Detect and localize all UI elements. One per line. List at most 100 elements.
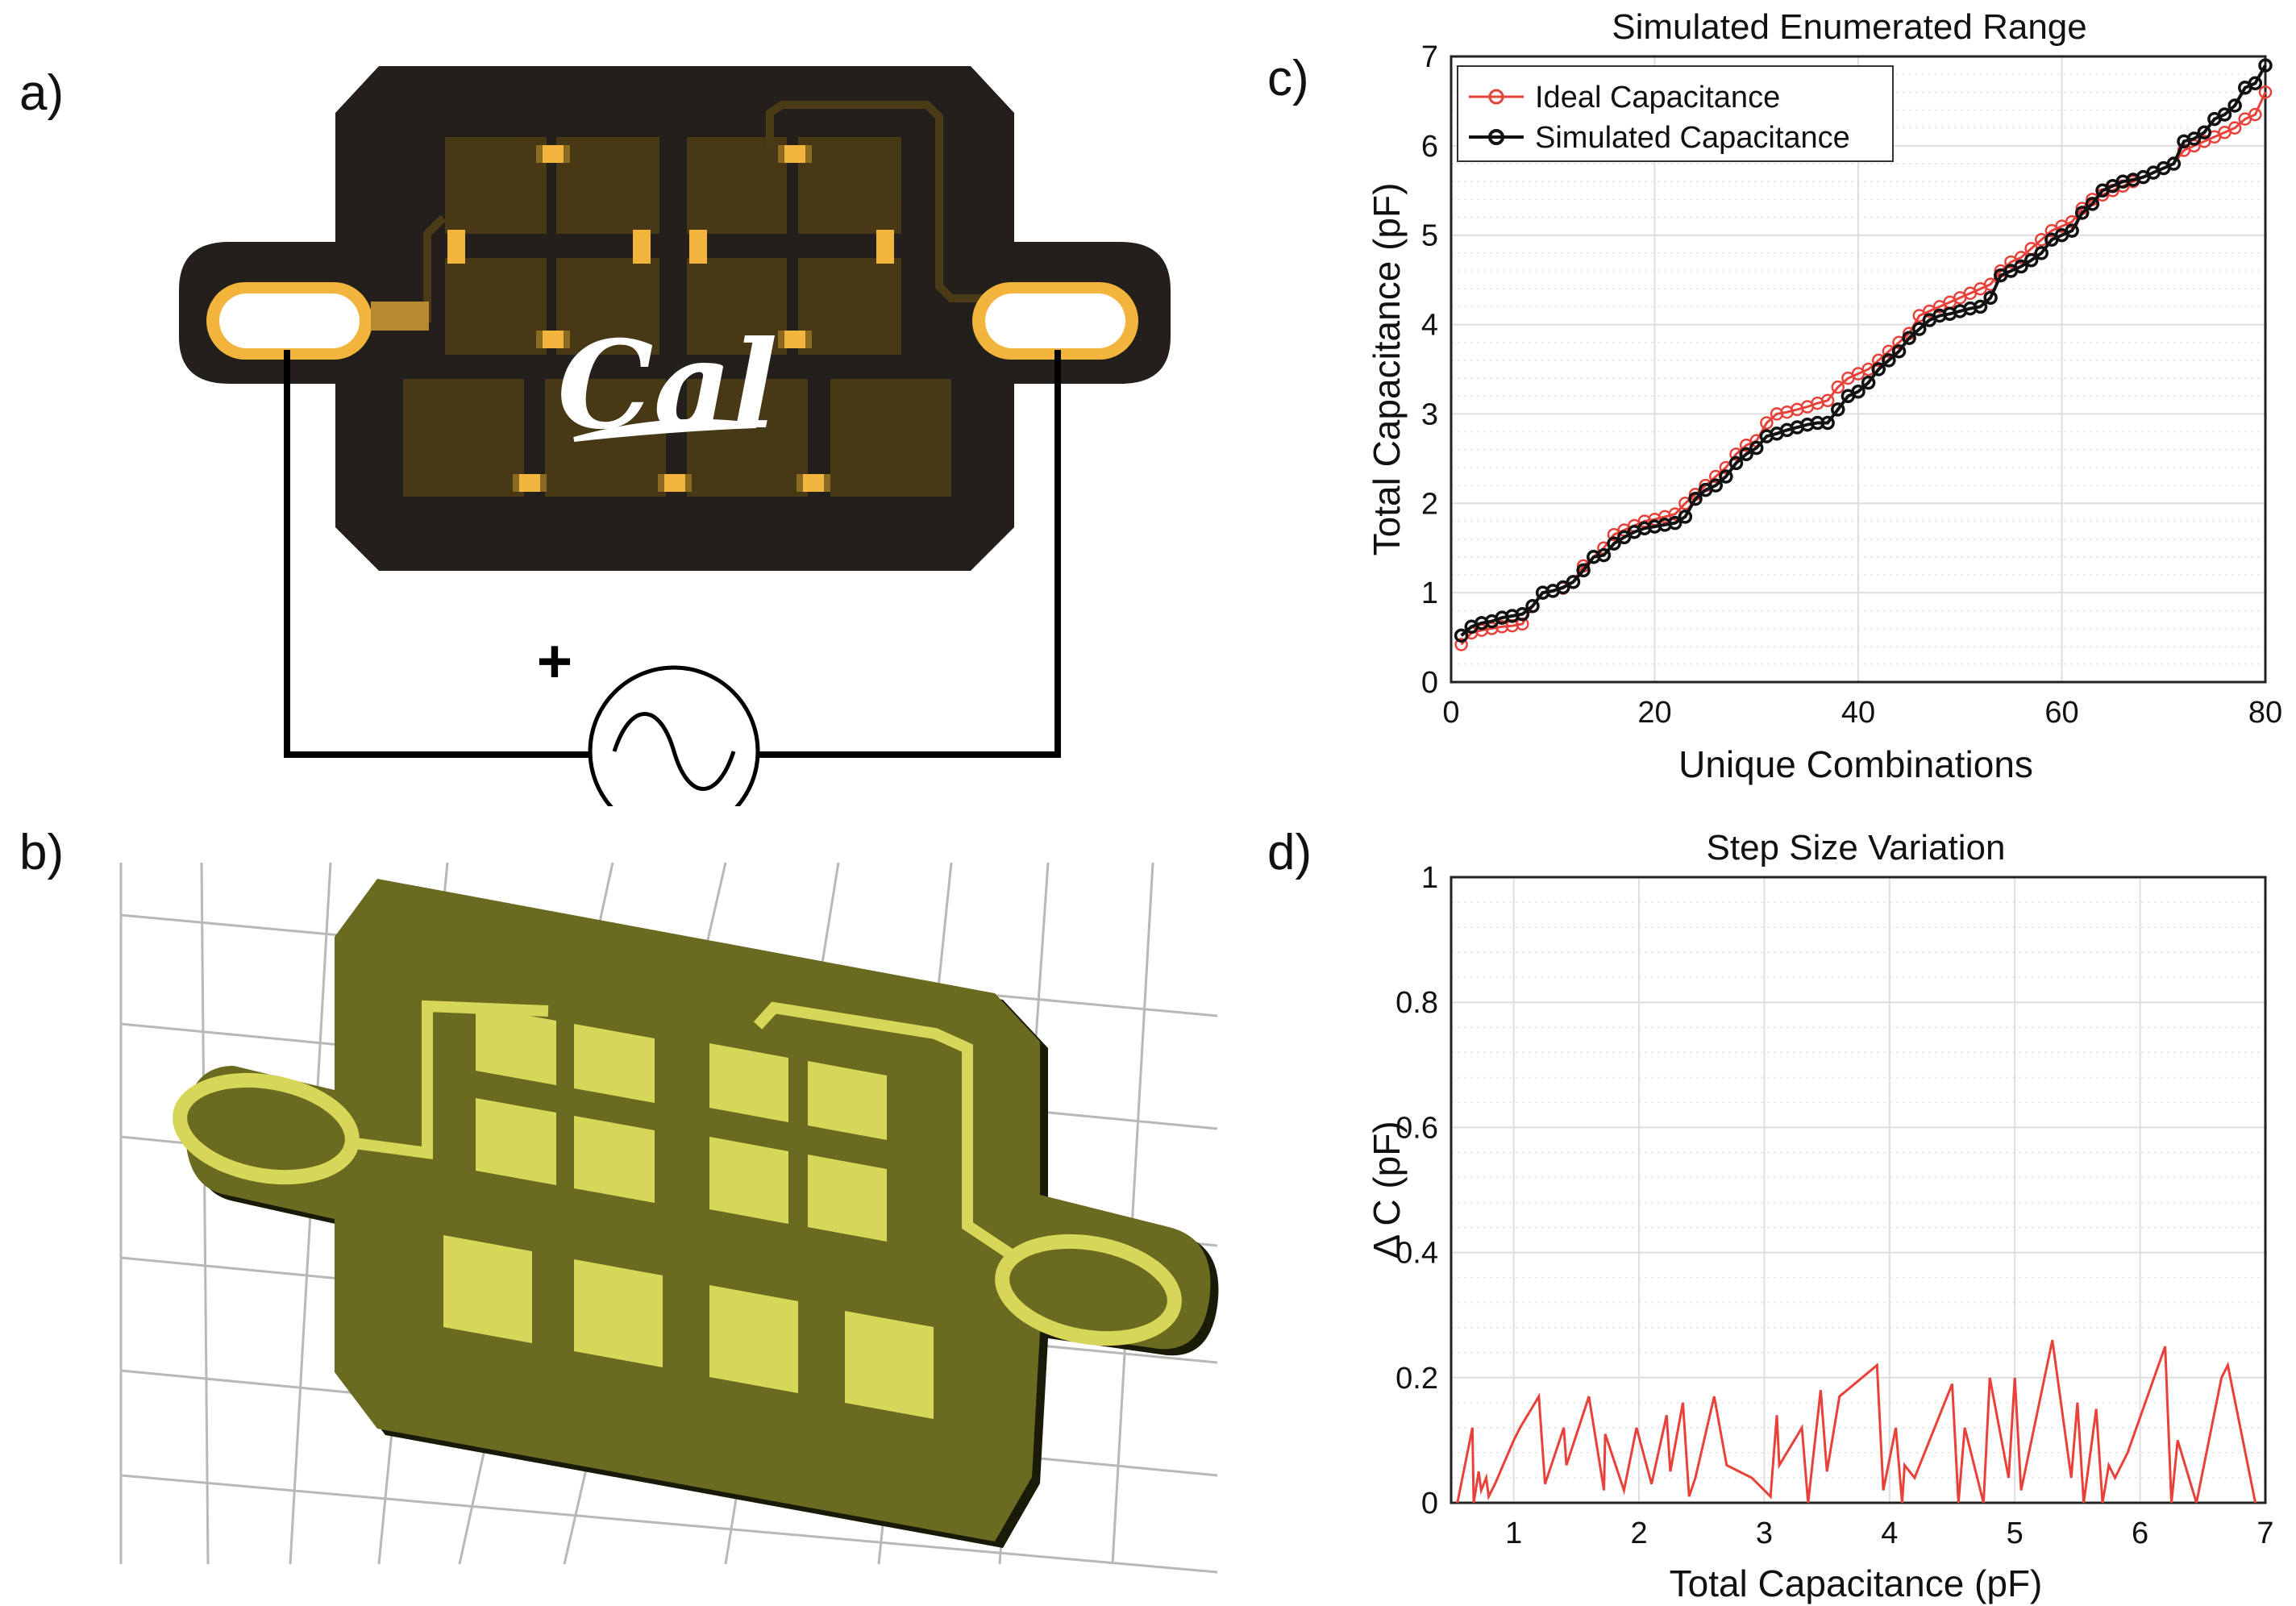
data-point bbox=[1525, 599, 1540, 614]
chart-d-series bbox=[1456, 1339, 2257, 1504]
data-point bbox=[1515, 606, 1530, 622]
data-point bbox=[2085, 197, 2100, 211]
y-tick-label: 1 bbox=[1421, 861, 1438, 895]
data-point bbox=[1902, 331, 1916, 345]
data-point bbox=[1973, 299, 1988, 314]
data-point bbox=[2258, 85, 2273, 99]
chart-c-series bbox=[1454, 58, 2273, 651]
y-tick-label: 6 bbox=[1421, 130, 1438, 164]
data-point bbox=[1739, 447, 1753, 462]
chart-c-ticks: 0 1 2 3 4 5 6 7 0 20 40 60 80 bbox=[1421, 40, 2282, 730]
chart-c: Simulated Enumerated Range 0 1 2 3 4 5 6 7 0 20 40… bbox=[1366, 7, 2282, 785]
data-point bbox=[1576, 563, 1591, 578]
chart-c-title: Simulated Enumerated Range bbox=[1612, 7, 2086, 47]
data-point bbox=[1882, 353, 1896, 368]
capacitor-plates bbox=[403, 137, 951, 497]
data-point bbox=[2227, 98, 2242, 113]
data-point bbox=[1596, 547, 1612, 563]
data-point bbox=[2217, 107, 2232, 122]
cal-logo-swoosh bbox=[573, 418, 757, 442]
data-point bbox=[2227, 121, 2242, 135]
chart-c-xlabel: Unique Combinations bbox=[1678, 743, 2033, 785]
switch-pads bbox=[447, 145, 894, 492]
data-point bbox=[1891, 344, 1907, 359]
data-point bbox=[1820, 415, 1835, 431]
legend-sim-marker bbox=[1488, 129, 1504, 145]
x-tick-label: 5 bbox=[2007, 1517, 2024, 1550]
data-point bbox=[1566, 575, 1581, 589]
panel-label-d: d) bbox=[1267, 825, 1312, 880]
data-point bbox=[1678, 510, 1693, 524]
y-tick-label: 0.6 bbox=[1395, 1111, 1438, 1145]
ac-source bbox=[588, 665, 760, 806]
data-point bbox=[1760, 416, 1774, 430]
data-point bbox=[2186, 131, 2202, 146]
data-point bbox=[1728, 456, 1744, 471]
data-point bbox=[2248, 76, 2263, 91]
y-tick-label: 0 bbox=[1421, 1487, 1438, 1521]
data-point bbox=[1831, 380, 1845, 394]
chart-c-legend: Ideal Capacitance Simulated Capacitance bbox=[1457, 65, 1894, 162]
data-point bbox=[1454, 628, 1469, 643]
data-point bbox=[1454, 638, 1468, 651]
panel-label-b: b) bbox=[19, 825, 64, 880]
chart-d-ylabel: Δ C (pF) bbox=[1366, 1121, 1408, 1259]
x-tick-label: 0 bbox=[1442, 696, 1459, 730]
data-point bbox=[2197, 125, 2211, 139]
x-tick-label: 3 bbox=[1756, 1517, 1773, 1550]
y-tick-label: 2 bbox=[1421, 487, 1438, 521]
capacitor-plates-3d bbox=[443, 1006, 934, 1419]
data-point bbox=[1516, 617, 1529, 631]
legend-ideal-label: Ideal Capacitance bbox=[1535, 81, 1780, 114]
legend-box bbox=[1457, 65, 1894, 162]
y-tick-label: 0.4 bbox=[1395, 1237, 1438, 1271]
chart-d-title: Step Size Variation bbox=[1707, 828, 2006, 867]
data-point bbox=[2014, 259, 2028, 274]
left-ring-3d bbox=[173, 1072, 360, 1185]
y-tick-label: 5 bbox=[1421, 219, 1438, 253]
switch-pad-ends bbox=[513, 145, 830, 492]
data-point bbox=[1708, 478, 1723, 493]
left-pad-tab bbox=[371, 302, 429, 331]
x-tick-label: 60 bbox=[2044, 696, 2078, 730]
y-tick-label: 3 bbox=[1421, 397, 1438, 431]
data-point bbox=[2034, 246, 2049, 260]
sine-wave-icon bbox=[612, 712, 736, 791]
y-tick-label: 1 bbox=[1421, 576, 1438, 610]
y-tick-label: 7 bbox=[1421, 40, 1438, 74]
plus-sign: + bbox=[537, 627, 572, 696]
data-point bbox=[2065, 223, 2079, 238]
data-point bbox=[1607, 536, 1621, 551]
series-line-0 bbox=[1456, 1339, 2257, 1504]
chart-c-frame bbox=[1450, 55, 2267, 684]
circuit-wires bbox=[284, 350, 1061, 758]
right-ring-3d bbox=[995, 1234, 1182, 1346]
x-tick-label: 40 bbox=[1841, 696, 1875, 730]
legend-ideal-marker bbox=[1488, 89, 1504, 105]
legend-sim-label: Simulated Capacitance bbox=[1535, 121, 1850, 155]
pcb-traces bbox=[423, 101, 992, 322]
panel-a-circuit: Cal + bbox=[179, 66, 1171, 806]
left-pad-hole bbox=[219, 293, 360, 348]
y-tick-label: 0.2 bbox=[1395, 1362, 1438, 1396]
data-point bbox=[2258, 58, 2273, 73]
data-point bbox=[1688, 491, 1703, 506]
x-tick-label: 80 bbox=[2248, 696, 2282, 730]
x-tick-label: 6 bbox=[2132, 1517, 2148, 1550]
data-point bbox=[2024, 253, 2039, 268]
data-point bbox=[1983, 290, 1998, 306]
data-point bbox=[1719, 469, 1733, 484]
data-point bbox=[1871, 362, 1886, 377]
x-tick-label: 1 bbox=[1505, 1517, 1522, 1550]
data-point bbox=[2166, 156, 2182, 171]
data-point bbox=[1668, 515, 1682, 530]
y-tick-label: 0.8 bbox=[1395, 986, 1438, 1020]
panel-b-3d-render bbox=[119, 862, 1219, 1574]
data-point bbox=[1912, 322, 1927, 336]
panel-label-a: a) bbox=[19, 65, 64, 121]
chart-d-xlabel: Total Capacitance (pF) bbox=[1670, 1562, 2043, 1604]
x-tick-label: 2 bbox=[1631, 1517, 1648, 1550]
data-point bbox=[1749, 440, 1764, 456]
data-point bbox=[1820, 393, 1835, 408]
x-tick-label: 4 bbox=[1881, 1517, 1898, 1550]
